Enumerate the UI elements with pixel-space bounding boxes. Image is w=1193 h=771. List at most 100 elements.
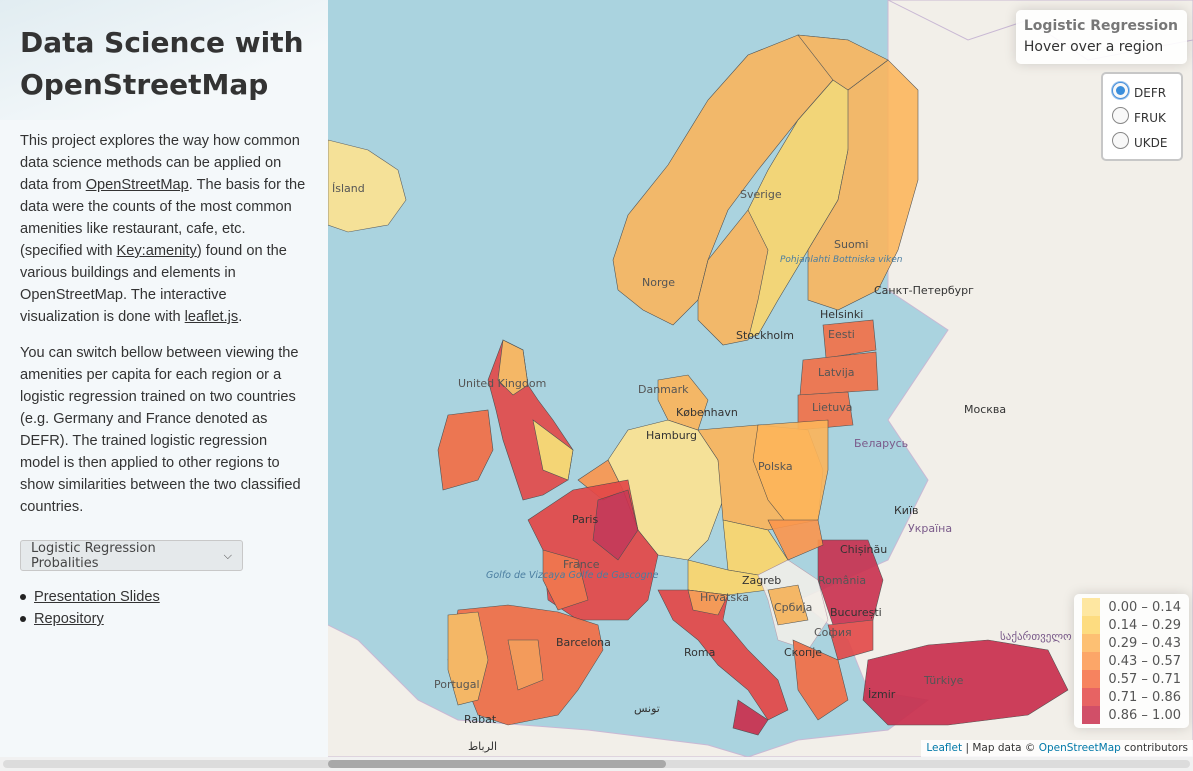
- label-hamburg: Hamburg: [646, 429, 697, 442]
- map-canvas[interactable]: Ísland Sverige Suomi Pohjanlahti Bottnis…: [328, 0, 1193, 757]
- label-danmark: Danmark: [638, 383, 689, 396]
- label-skopje: Скопје: [784, 646, 822, 659]
- label-uk: United Kingdom: [458, 377, 546, 390]
- legend-row: 0.71 – 0.86: [1082, 688, 1181, 706]
- country-pair-selector: DEFR FRUK UKDE: [1101, 72, 1183, 161]
- intro-text-2: . The basis for the data were the counts…: [20, 177, 306, 259]
- label-rabat-ar: الرباط: [468, 740, 497, 753]
- chevron-down-icon: ⌵: [223, 548, 232, 562]
- horizontal-scrollbar[interactable]: [0, 757, 1193, 771]
- view-mode-select[interactable]: Logistic Regression Probalities ⌵: [20, 540, 243, 571]
- label-bucuresti: București: [830, 606, 882, 619]
- label-bottniska: Pohjanlahti Bottniska viken: [780, 255, 903, 265]
- label-kyiv: Київ: [894, 504, 919, 517]
- leaflet-link[interactable]: Leaflet: [926, 742, 963, 754]
- legend-label: 0.57 – 0.71: [1108, 671, 1181, 687]
- legend-row: 0.29 – 0.43: [1082, 634, 1181, 652]
- radio-button-fruk[interactable]: [1112, 107, 1129, 124]
- key-amenity-link[interactable]: Key:amenity: [116, 243, 197, 259]
- list-item: Repository: [20, 608, 310, 630]
- radio-button-defr[interactable]: [1112, 82, 1129, 99]
- legend-row: 0.00 – 0.14: [1082, 598, 1181, 616]
- info-title: Logistic Regression: [1023, 18, 1178, 34]
- label-tunis-ar: تونس: [634, 702, 660, 715]
- label-barcelona: Barcelona: [556, 636, 611, 649]
- regions-italy[interactable]: [657, 589, 789, 736]
- label-latvija: Latvija: [818, 366, 855, 379]
- intro-paragraph: This project explores the way how common…: [20, 130, 310, 328]
- view-mode-select-value: Logistic Regression Probalities: [31, 540, 156, 571]
- radio-label-defr: DEFR: [1134, 85, 1167, 100]
- label-island: Ísland: [332, 182, 365, 195]
- label-romania: România: [818, 574, 866, 587]
- regions-iberia[interactable]: [447, 604, 604, 726]
- legend-row: 0.57 – 0.71: [1082, 670, 1181, 688]
- description-paragraph: You can switch bellow between viewing th…: [20, 345, 301, 515]
- map-view[interactable]: Ísland Sverige Suomi Pohjanlahti Bottnis…: [328, 0, 1193, 757]
- radio-option-ukde[interactable]: UKDE: [1112, 130, 1173, 155]
- radio-option-fruk[interactable]: FRUK: [1112, 105, 1173, 130]
- legend-row: 0.43 – 0.57: [1082, 652, 1181, 670]
- label-helsinki: Helsinki: [820, 308, 863, 321]
- legend-swatch: [1082, 634, 1101, 652]
- presentation-slides-link[interactable]: Presentation Slides: [34, 589, 160, 605]
- label-eesti: Eesti: [828, 328, 855, 341]
- legend-swatch: [1082, 616, 1101, 634]
- list-item: Presentation Slides: [20, 586, 310, 608]
- regions-balkans[interactable]: [757, 539, 884, 721]
- regions-france[interactable]: [527, 479, 659, 621]
- info-hint: Hover over a region: [1023, 39, 1164, 55]
- legend-swatch: [1082, 688, 1101, 706]
- radio-label-ukde: UKDE: [1134, 135, 1168, 150]
- label-turkiye: Türkiye: [923, 674, 964, 687]
- links-list: Presentation Slides Repository: [20, 586, 310, 630]
- bullet-icon: [20, 594, 26, 600]
- label-lietuva: Lietuva: [812, 401, 853, 414]
- legend-label: 0.29 – 0.43: [1108, 635, 1181, 651]
- regions-turkey[interactable]: [862, 639, 1069, 726]
- openstreetmap-link[interactable]: OpenStreetMap: [85, 177, 189, 193]
- legend-row: 0.14 – 0.29: [1082, 616, 1181, 634]
- label-belarus: Беларусь: [854, 437, 908, 450]
- legend-label: 0.71 – 0.86: [1108, 689, 1181, 705]
- label-spb: Санкт-Петербург: [874, 284, 974, 297]
- bullet-icon: [20, 616, 26, 622]
- map-attribution: Leaflet | Map data © OpenStreetMap contr…: [921, 740, 1193, 757]
- sidebar: Data Science with OpenStreetMap This pro…: [0, 0, 328, 771]
- radio-label-fruk: FRUK: [1134, 110, 1166, 125]
- regions-scandinavia[interactable]: [612, 34, 919, 346]
- page-title: Data Science with OpenStreetMap: [20, 26, 304, 101]
- label-moskva: Москва: [964, 403, 1006, 416]
- map-legend: 0.00 – 0.14 0.14 – 0.29 0.29 – 0.43 0.43…: [1074, 594, 1189, 728]
- radio-option-defr[interactable]: DEFR: [1112, 80, 1173, 105]
- repository-link[interactable]: Repository: [34, 611, 104, 627]
- label-chisinau: Chișinău: [840, 543, 887, 556]
- legend-label: 0.14 – 0.29: [1108, 617, 1181, 633]
- label-roma: Roma: [684, 646, 715, 659]
- legend-swatch: [1082, 670, 1101, 688]
- region-iceland[interactable]: [328, 139, 407, 233]
- leaflet-js-link[interactable]: leaflet.js: [184, 309, 239, 325]
- label-sofia: София: [814, 626, 852, 639]
- osm-link[interactable]: OpenStreetMap: [1038, 742, 1121, 754]
- label-norge: Norge: [642, 276, 675, 289]
- label-izmir: İzmir: [868, 688, 896, 701]
- regions-east-central[interactable]: [752, 419, 829, 561]
- intro-text-1: This project explores the way how common…: [20, 133, 300, 193]
- radio-button-ukde[interactable]: [1112, 132, 1129, 149]
- label-zagreb: Zagreb: [742, 574, 781, 587]
- label-france: France: [563, 558, 600, 571]
- legend-swatch: [1082, 598, 1101, 616]
- attribution-separator: | Map data ©: [962, 742, 1039, 754]
- regions-uk-ireland[interactable]: [437, 339, 574, 501]
- scrollbar-thumb[interactable]: [328, 760, 666, 768]
- label-rabat: Rabat: [464, 713, 497, 726]
- label-stockholm: Stockholm: [736, 329, 794, 342]
- regions-baltics[interactable]: [797, 319, 879, 431]
- legend-swatch: [1082, 706, 1101, 724]
- label-ukraina: Україна: [908, 522, 952, 535]
- label-paris: Paris: [572, 513, 598, 526]
- legend-label: 0.43 – 0.57: [1108, 653, 1181, 669]
- attribution-tail: contributors: [1120, 742, 1188, 754]
- label-suomi: Suomi: [834, 238, 868, 251]
